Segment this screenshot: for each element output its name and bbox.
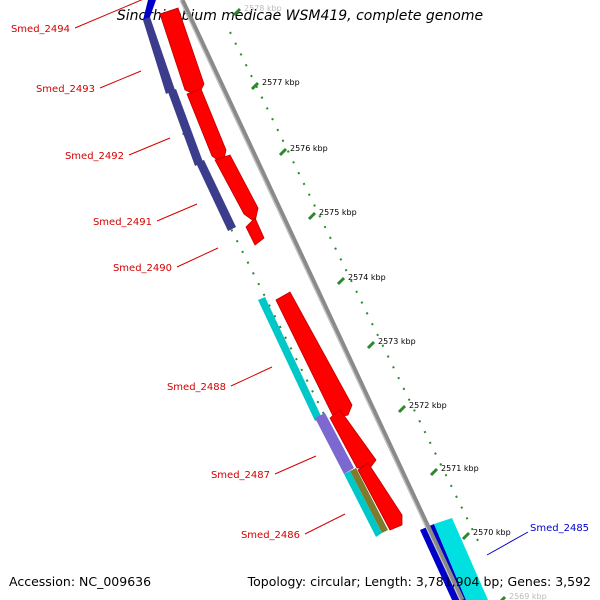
kbp-label: 2572 kbp [409, 401, 447, 410]
gene-label[interactable]: Smed_2494 [11, 24, 70, 35]
gene-leader-line [99, 70, 142, 89]
genome-summary-text: Topology: circular; Length: 3,781,904 bp… [247, 574, 591, 589]
cog-smed-2487 [315, 413, 354, 474]
gene-label[interactable]: Smed_2490 [113, 263, 172, 274]
gene-arrow-smed-2491 [245, 217, 265, 246]
cog-smed-2485-c [143, 0, 156, 20]
gene-leader-line [176, 247, 219, 268]
gene-arrow-smed-2488 [275, 291, 353, 419]
gene-label[interactable]: Smed_2486 [241, 530, 300, 541]
gene-label[interactable]: Smed_2488 [167, 382, 226, 393]
gene-label[interactable]: Smed_2491 [93, 217, 152, 228]
cog-smed-2485-b [434, 518, 488, 600]
genome-backbone-highlight [179, 0, 461, 600]
kbp-tick [336, 276, 346, 286]
kbp-label: 2573 kbp [378, 337, 416, 346]
kbp-tick [232, 7, 242, 17]
kbp-tick [366, 340, 376, 350]
kbp-tick [307, 211, 317, 221]
kbp-tick [461, 531, 471, 541]
genome-backbone [179, 0, 465, 600]
gene-label[interactable]: Smed_2485 [530, 523, 589, 534]
kbp-label: 2576 kbp [290, 144, 328, 153]
gene-label[interactable]: Smed_2493 [36, 84, 95, 95]
accession-text: Accession: NC_009636 [9, 574, 152, 589]
cog-smed-2486-a [344, 471, 382, 537]
kbp-tick [499, 595, 507, 600]
kbp-label: 2577 kbp [262, 78, 300, 87]
gene-leader-line [274, 455, 317, 475]
gene-leader-line [230, 366, 273, 387]
kbp-label: 2575 kbp [319, 208, 357, 217]
cog-smed-2494 [143, 17, 175, 94]
cog-smed-2493 [168, 89, 203, 166]
cog-smed-2488 [258, 297, 322, 421]
kbp-tick [250, 81, 260, 91]
map-title: Sinorhizobium medicae WSM419, complete g… [116, 8, 484, 24]
kbp-tick [429, 467, 439, 477]
gene-leader-line [486, 531, 529, 556]
kbp-tick-group: 2578 kbp 2577 kbp 2576 kbp 2575 kbp 2574 kbp… [232, 4, 547, 600]
gene-arrow-smed-2492 [214, 154, 259, 223]
kbp-label: 2570 kbp [473, 528, 511, 537]
kbp-label: 2578 kbp [244, 4, 282, 13]
gene-arrow-smed-2487 [329, 409, 377, 469]
cog-smed-2492 [196, 160, 236, 231]
gene-leader-line [156, 203, 198, 222]
kbp-label: 2571 kbp [441, 464, 479, 473]
kbp-label: 2574 kbp [348, 273, 386, 282]
cog-smed-2486-b [350, 468, 388, 533]
gene-label[interactable]: Smed_2492 [65, 151, 124, 162]
gene-arrow-smed-2486 [357, 462, 403, 531]
gene-label-group: Smed_2494 Smed_2493 Smed_2492 Smed_2491 Smed… [11, 0, 589, 556]
gene-leader-line [74, 0, 143, 29]
gene-leader-line [128, 137, 171, 156]
gene-leader-line [304, 513, 346, 535]
gene-label[interactable]: Smed_2487 [211, 470, 270, 481]
kbp-tick [278, 147, 288, 157]
kbp-tick [397, 404, 407, 414]
kbp-label: 2569 kbp [509, 592, 547, 600]
